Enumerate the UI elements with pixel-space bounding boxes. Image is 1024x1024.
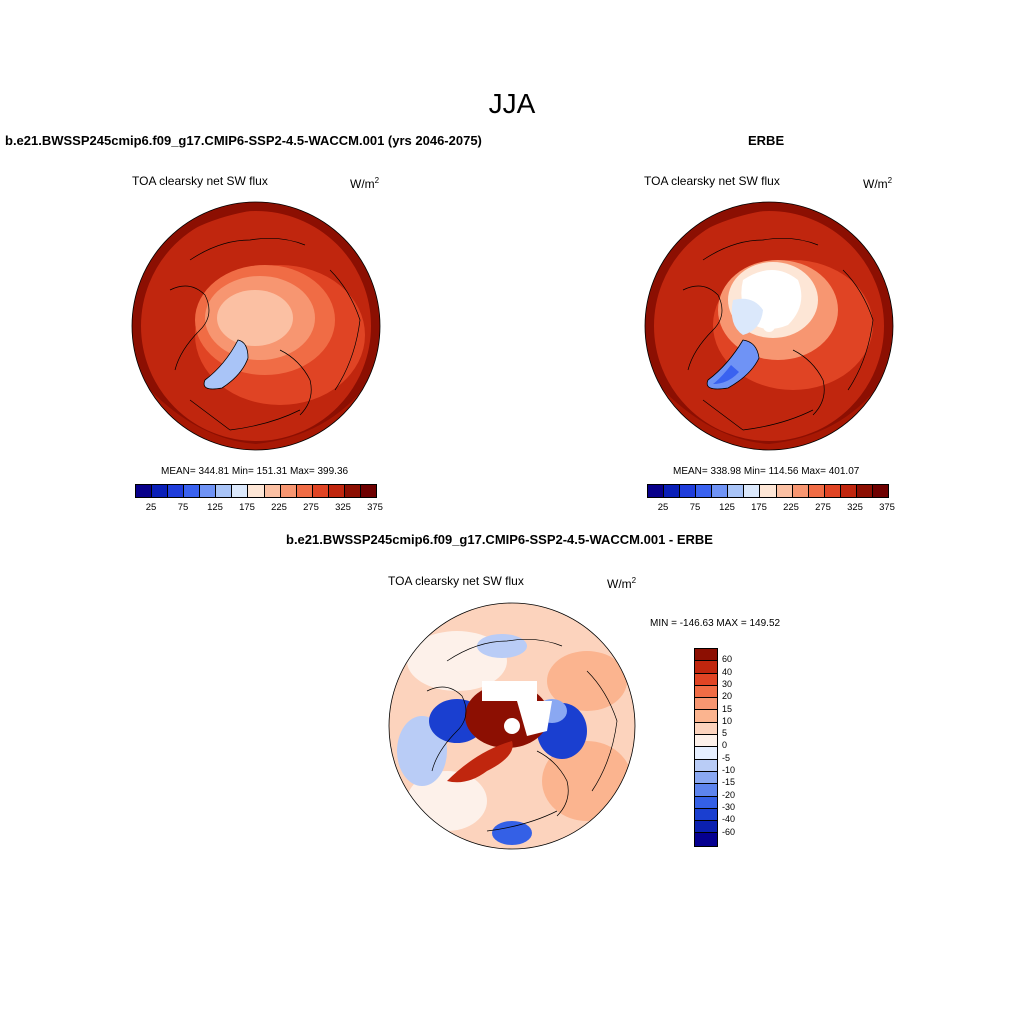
colorbar-tick-label: 5 — [722, 728, 728, 739]
colorbar-tick-label: 275 — [815, 502, 831, 513]
colorbar-tick-label: 225 — [271, 502, 287, 513]
colorbar-tick-label: -15 — [722, 777, 736, 788]
obs-polar-map — [644, 201, 894, 451]
colorbar-swatch — [248, 485, 265, 497]
diff-unit-label: W/m2 — [607, 576, 637, 591]
colorbar-swatch — [695, 673, 717, 686]
colorbar-swatch — [695, 661, 717, 674]
colorbar-swatch — [856, 485, 873, 497]
colorbar-tick-label: -40 — [722, 814, 736, 825]
colorbar-swatch — [808, 485, 825, 497]
diff-stats-text: MIN = -146.63 MAX = 149.52 — [650, 618, 781, 629]
colorbar-swatch — [232, 485, 249, 497]
colorbar-tick-label: 60 — [722, 654, 733, 665]
colorbar-swatch — [728, 485, 745, 497]
colorbar-swatch — [760, 485, 777, 497]
colorbar-tick-label: -10 — [722, 765, 736, 775]
colorbar-swatch — [296, 485, 313, 497]
colorbar-tick-label: 275 — [303, 502, 319, 513]
diff-panel-title: b.e21.BWSSP245cmip6.f09_g17.CMIP6-SSP2-4… — [286, 532, 713, 547]
colorbar-tick-label: -30 — [722, 801, 736, 812]
diff-colorbar — [694, 648, 718, 847]
model-polar-map — [131, 201, 381, 451]
colorbar-tick-label: 225 — [783, 502, 799, 513]
obs-stats-text: MEAN= 338.98 Min= 114.56 Max= 401.07 — [673, 466, 860, 477]
season-title: JJA — [488, 88, 536, 119]
colorbar-swatch — [312, 485, 329, 497]
model-panel-title: b.e21.BWSSP245cmip6.f09_g17.CMIP6-SSP2-4… — [5, 133, 482, 148]
model-variable-label: TOA clearsky net SW flux — [132, 174, 268, 188]
colorbar-tick-label: 25 — [145, 502, 157, 513]
colorbar-swatch — [664, 485, 681, 497]
colorbar-swatch — [695, 685, 717, 699]
colorbar-tick-label: 75 — [177, 502, 189, 513]
colorbar-tick-label: 125 — [719, 502, 735, 513]
model-stats-text: MEAN= 344.81 Min= 151.31 Max= 399.36 — [161, 466, 349, 477]
colorbar-swatch — [680, 485, 697, 497]
colorbar-swatch — [695, 735, 717, 748]
colorbar-swatch — [744, 485, 761, 497]
colorbar-tick-label: 375 — [879, 502, 895, 513]
colorbar-swatch — [695, 649, 717, 662]
colorbar-swatch — [200, 485, 217, 497]
colorbar-swatch — [184, 485, 201, 497]
colorbar-tick-label: 15 — [722, 703, 733, 714]
colorbar-swatch — [840, 485, 857, 497]
colorbar-tick-label: -60 — [722, 826, 736, 837]
colorbar-tick-label: 375 — [367, 502, 383, 513]
colorbar-swatch — [695, 833, 717, 846]
colorbar-swatch — [344, 485, 361, 497]
colorbar-tick-label: 325 — [335, 502, 351, 513]
colorbar-swatch — [152, 485, 169, 497]
colorbar-swatch — [872, 485, 888, 497]
colorbar-swatch — [695, 759, 717, 772]
colorbar-swatch — [695, 722, 717, 736]
colorbar-swatch — [695, 747, 717, 760]
colorbar-tick-label: 30 — [722, 678, 733, 689]
colorbar-swatch — [695, 808, 717, 822]
colorbar-swatch — [328, 485, 345, 497]
colorbar-swatch — [712, 485, 729, 497]
colorbar-swatch — [136, 485, 153, 497]
colorbar-tick-label: 175 — [239, 502, 255, 513]
diff-variable-label: TOA clearsky net SW flux — [388, 574, 524, 588]
colorbar-tick-label: -20 — [722, 789, 736, 800]
colorbar-swatch — [648, 485, 665, 497]
colorbar-swatch — [168, 485, 185, 497]
colorbar-swatch — [695, 784, 717, 797]
colorbar-tick-label: 325 — [847, 502, 863, 513]
colorbar-swatch — [776, 485, 793, 497]
colorbar-swatch — [264, 485, 281, 497]
colorbar-tick-label: -5 — [722, 752, 731, 763]
obs-colorbar — [647, 484, 889, 498]
colorbar-tick-label: 20 — [722, 691, 733, 702]
colorbar-tick-label: 75 — [689, 502, 701, 513]
colorbar-tick-label: 175 — [751, 502, 767, 513]
colorbar-swatch — [792, 485, 809, 497]
model-unit-label: W/m2 — [350, 176, 380, 191]
colorbar-swatch — [696, 485, 713, 497]
colorbar-tick-label: 125 — [207, 502, 223, 513]
colorbar-tick-label: 25 — [657, 502, 669, 513]
colorbar-swatch — [695, 710, 717, 723]
colorbar-tick-label: 0 — [722, 740, 728, 751]
model-colorbar — [135, 484, 377, 498]
colorbar-swatch — [216, 485, 233, 497]
colorbar-swatch — [360, 485, 376, 497]
colorbar-swatch — [824, 485, 841, 497]
obs-variable-label: TOA clearsky net SW flux — [644, 174, 780, 188]
colorbar-swatch — [695, 698, 717, 711]
colorbar-swatch — [695, 821, 717, 834]
colorbar-swatch — [695, 771, 717, 785]
colorbar-tick-label: 10 — [722, 715, 733, 726]
colorbar-swatch — [695, 796, 717, 809]
obs-unit-label: W/m2 — [863, 176, 893, 191]
diff-polar-map — [388, 602, 636, 850]
obs-panel-title: ERBE — [748, 133, 785, 148]
colorbar-swatch — [280, 485, 297, 497]
colorbar-tick-label: 40 — [722, 666, 733, 677]
